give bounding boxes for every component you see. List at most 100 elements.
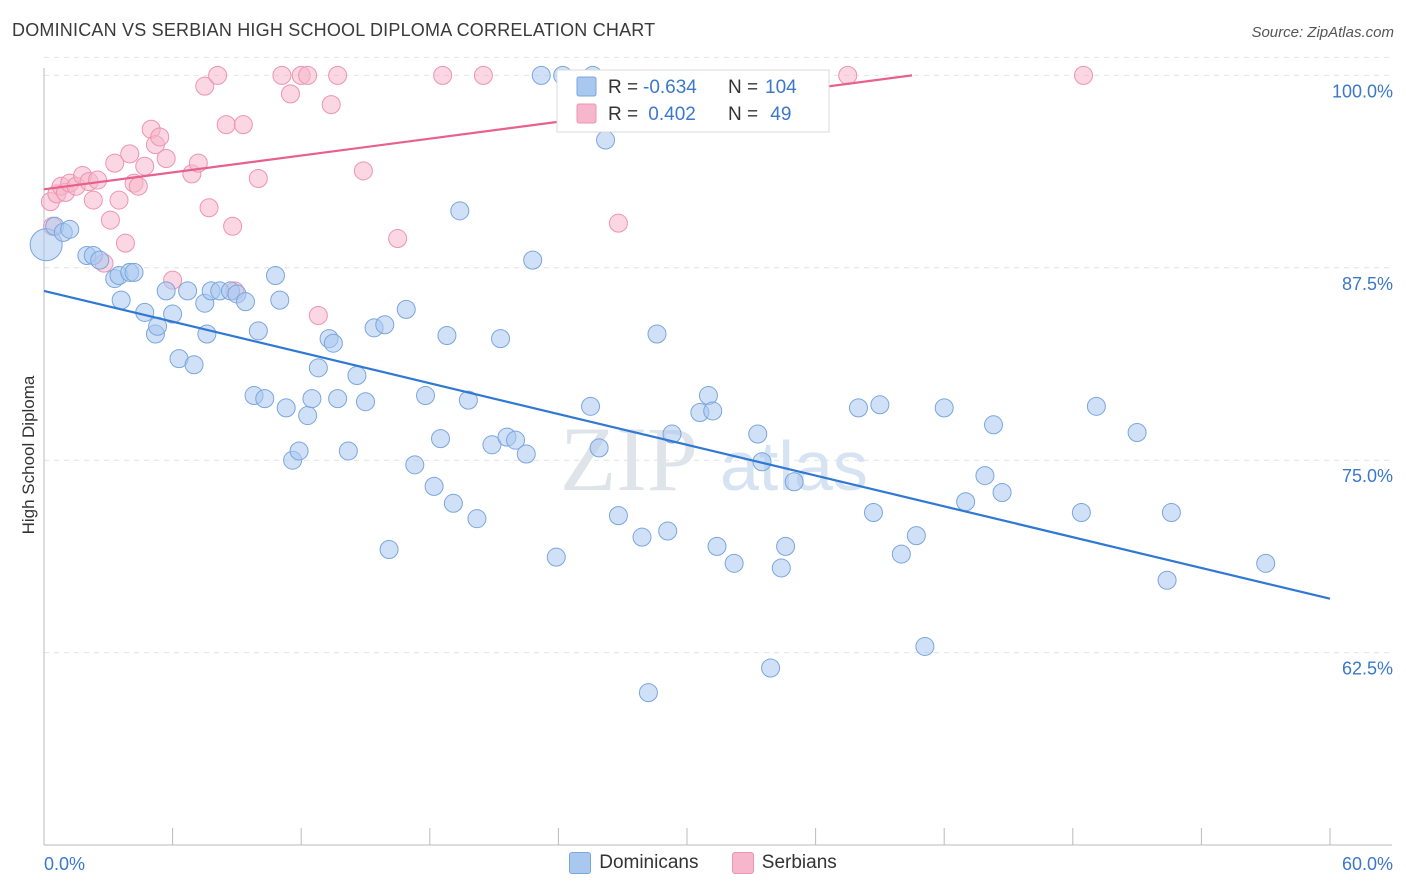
grid-lines (44, 56, 1392, 654)
axes (43, 68, 1392, 846)
serbians-points (40, 65, 1094, 326)
legend-r-value-1: -0.634 (643, 77, 697, 98)
dominican-point (523, 250, 543, 270)
dominican-point (276, 398, 296, 418)
serbian-point (838, 65, 858, 85)
dominican-point (934, 398, 954, 418)
dominican-point (405, 455, 425, 475)
dominican-point (848, 398, 868, 418)
legend-swatch-dominicans (576, 76, 597, 97)
dominican-point (1086, 396, 1106, 416)
serbian-point (208, 65, 228, 85)
serbian-point (199, 198, 219, 218)
dominican-point (531, 65, 551, 85)
legend-r-label-1: R = (608, 77, 643, 98)
legend-n-label-2: N = (728, 104, 763, 125)
serbian-point (150, 127, 170, 147)
dominican-point (482, 435, 502, 455)
dominican-point (647, 324, 667, 344)
tick-labels: 62.5% 75.0% 87.5% 100.0% 0.0% 60.0% (44, 81, 1393, 874)
dominicans-swatch (569, 852, 592, 874)
dominican-point (1157, 570, 1177, 590)
legend-n-value-1: 104 (765, 77, 797, 98)
dominican-point (302, 389, 322, 409)
dominican-point (1161, 503, 1181, 523)
serbian-point (88, 170, 108, 190)
legend-n-value-2: 49 (765, 104, 791, 125)
serbian-point (248, 169, 268, 189)
dominican-point (956, 492, 976, 512)
dominican-point (124, 262, 144, 282)
dominican-point (589, 438, 609, 458)
dominican-point (658, 521, 678, 541)
dominican-point (255, 389, 275, 409)
dominican-point (906, 526, 926, 546)
dominican-point (424, 476, 444, 496)
serbian-point (388, 229, 408, 249)
legend-item-dominicans: Dominicans (569, 852, 698, 874)
dominican-point (356, 392, 375, 412)
dominican-point (90, 250, 110, 270)
dominican-point (761, 658, 781, 678)
dominican-point (724, 553, 744, 573)
y-tick-label: 75.0% (1342, 466, 1393, 486)
serbian-point (100, 210, 120, 230)
x-tick-label: 60.0% (1342, 854, 1393, 874)
dominican-point (184, 355, 204, 375)
dominican-point (891, 544, 911, 564)
serbian-point (109, 190, 129, 210)
dominican-point (1127, 422, 1147, 442)
dominican-point (516, 444, 536, 464)
dominican-point (248, 321, 268, 341)
serbian-point (608, 213, 628, 233)
dominican-point (467, 509, 487, 529)
dominican-point (308, 358, 328, 378)
legend-swatch-serbians (576, 103, 597, 124)
dominican-point (491, 329, 511, 349)
dominican-point (443, 493, 463, 513)
serbian-point (223, 216, 243, 236)
serbian-point (128, 176, 148, 196)
x-tick-label: 0.0% (44, 854, 85, 874)
dominican-point (458, 390, 478, 410)
dominicans-trend-line (43, 289, 1331, 600)
dominican-point (338, 441, 358, 461)
serbian-point (298, 65, 318, 85)
serbian-point (321, 95, 341, 115)
dominican-point (992, 483, 1012, 503)
dominican-point (270, 290, 290, 310)
legend-box: R = -0.634 N = 104 R = 0.402 N = 49 (556, 69, 830, 133)
watermark-atlas: atlas (720, 427, 868, 505)
legend-r-label-2: R = (608, 104, 643, 125)
dominican-point (784, 472, 804, 492)
dominican-point (60, 219, 80, 239)
serbian-point (473, 65, 493, 85)
y-axis-label: High School Diploma (19, 375, 38, 534)
serbians-swatch (731, 852, 754, 874)
dominican-point (703, 401, 723, 421)
serbian-point (216, 115, 236, 135)
serbian-point (353, 161, 373, 181)
dominican-point (1071, 503, 1091, 523)
serbian-point (1074, 65, 1094, 85)
serbian-point (308, 306, 328, 326)
dominicans-points (29, 65, 1276, 703)
legend-label-serbians: Serbians (761, 852, 837, 873)
legend-n-label-1: N = (728, 77, 763, 98)
dominican-point (431, 429, 451, 449)
serbian-point (433, 65, 453, 85)
dominican-point (638, 683, 658, 703)
legend-r-value-2: 0.402 (643, 104, 696, 125)
serbian-point (195, 76, 215, 96)
dominican-point (546, 547, 566, 567)
dominican-point (437, 326, 457, 346)
bottom-legend: Dominicans Serbians (0, 852, 1406, 880)
dominican-point (975, 466, 995, 486)
dominican-point (328, 389, 348, 409)
dominican-point (347, 366, 367, 386)
serbian-point (135, 156, 155, 176)
serbian-point (328, 65, 348, 85)
y-tick-label: 62.5% (1342, 659, 1393, 679)
dominican-point (632, 527, 652, 547)
serbian-point (83, 190, 103, 210)
